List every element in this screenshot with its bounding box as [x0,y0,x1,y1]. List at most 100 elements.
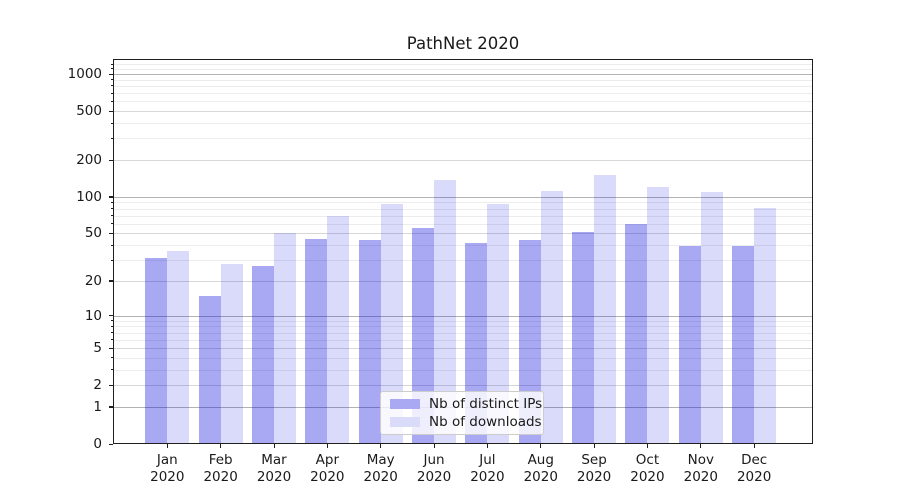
y-tick-label-500: 500 [76,103,102,120]
bar-ips-mar [252,265,274,444]
gridline-minor-90 [113,202,813,204]
x-tick-label-year-sep: 2020 [576,469,612,485]
y-minortick-20 [110,280,113,282]
legend-label-downloads: Nb of downloads [429,414,542,430]
y-tick-label-5: 5 [93,340,102,357]
x-tick-label-month-jul: Jul [479,452,496,468]
bar-downloads-aug [540,190,563,444]
bar-downloads-feb [220,263,243,444]
y-minortick-1200 [110,63,113,65]
y-minortick-1100 [110,68,113,70]
y-minortick-7 [110,332,113,334]
y-minortick-30 [110,259,113,261]
gridline-minor-900 [113,79,813,81]
x-tick-may [380,444,382,448]
gridline-500 [113,111,813,113]
x-tick-label-month-feb: Feb [208,452,233,468]
y-minortick-2 [110,384,113,386]
x-tick-label-nov: Nov 2020 [669,452,733,486]
x-tick-jun [433,444,435,448]
y-minortick-90 [110,201,113,203]
gridline-minor-3 [113,369,813,371]
x-tick-label-year-dec: 2020 [736,469,772,485]
x-tick-dec [753,444,755,448]
gridline-minor-7 [113,332,813,334]
y-minortick-8 [110,325,113,327]
x-tick-label-year-jun: 2020 [416,469,452,485]
y-tick-label-0: 0 [93,436,102,452]
y-minortick-200 [110,159,113,161]
gridline-minor-60 [113,223,813,225]
gridline-200 [113,160,813,162]
y-minortick-900 [110,79,113,81]
x-tick-label-oct: Oct 2020 [615,452,679,486]
x-tick-label-dec: Dec 2020 [722,452,786,486]
x-tick-label-month-oct: Oct [635,452,660,468]
gridline-minor-700 [113,93,813,95]
y-minortick-500 [110,110,113,112]
bar-ips-jan [145,258,168,444]
gridline-minor-300 [113,138,813,140]
bar-downloads-may [380,204,403,444]
gridline-10 [113,315,813,317]
y-minortick-800 [110,85,113,87]
gridline-minor-1100 [113,68,813,70]
x-tick-aug [540,444,542,448]
legend-label-distinct-ips: Nb of distinct IPs [429,396,543,412]
x-tick-label-jun: Jun 2020 [402,452,466,486]
y-tick-10 [109,315,113,317]
gridline-minor-70 [113,215,813,217]
legend-item-downloads: Nb of downloads [390,414,542,430]
y-minortick-50 [110,232,113,234]
y-tick-label-50: 50 [84,225,102,242]
x-tick-feb [220,444,222,448]
bar-downloads-nov [700,191,723,444]
gridline-100 [113,196,813,198]
x-tick-label-mar: Mar 2020 [242,452,306,486]
y-minortick-3 [110,369,113,371]
y-minortick-5 [110,347,113,349]
x-tick-nov [700,444,702,448]
x-tick-label-sep: Sep 2020 [562,452,626,486]
x-tick-label-year-oct: 2020 [630,469,665,485]
bar-downloads-oct [647,187,670,444]
legend-swatch-distinct-ips [390,399,420,409]
bar-downloads-dec [754,208,777,444]
bar-ips-oct [625,223,648,444]
x-tick-label-year-may: 2020 [363,469,398,485]
bar-downloads-jan [167,250,190,444]
gridline-minor-4 [113,357,813,359]
plot-area [113,59,813,444]
x-tick-label-month-jun: Jun [423,452,445,468]
bar-ips-nov [678,246,701,444]
x-tick-label-month-jan: Jan [156,452,178,468]
bar-downloads-mar [274,233,296,444]
y-tick-0 [109,443,113,445]
x-tick-label-month-may: May [366,452,395,468]
y-minortick-9 [110,320,113,322]
gridline-minor-8 [113,326,813,328]
x-tick-oct [646,444,649,448]
x-tick-label-year-mar: 2020 [256,469,292,485]
y-minortick-60 [110,223,113,225]
y-tick-label-2: 2 [93,377,102,394]
x-tick-label-month-dec: Dec [741,452,768,468]
y-minortick-40 [110,244,113,246]
y-tick-label-200: 200 [76,152,102,169]
y-minortick-300 [110,137,113,139]
y-minortick-80 [110,208,113,210]
x-tick-label-year-apr: 2020 [310,469,345,485]
x-tick-label-year-jan: 2020 [150,469,185,485]
gridline-50 [113,233,813,235]
x-tick-label-jan: Jan 2020 [135,452,199,486]
gridline-minor-600 [113,101,813,103]
y-tick-label-1000: 1000 [67,66,102,83]
gridline-minor-9 [113,320,813,322]
gridline-minor-400 [113,123,813,125]
x-tick-label-year-aug: 2020 [523,469,558,485]
bar-ips-sep [572,232,595,444]
gridline-minor-800 [113,85,813,87]
x-tick-label-month-nov: Nov [687,452,714,468]
gridline-2 [113,385,813,387]
y-minortick-700 [110,92,113,94]
